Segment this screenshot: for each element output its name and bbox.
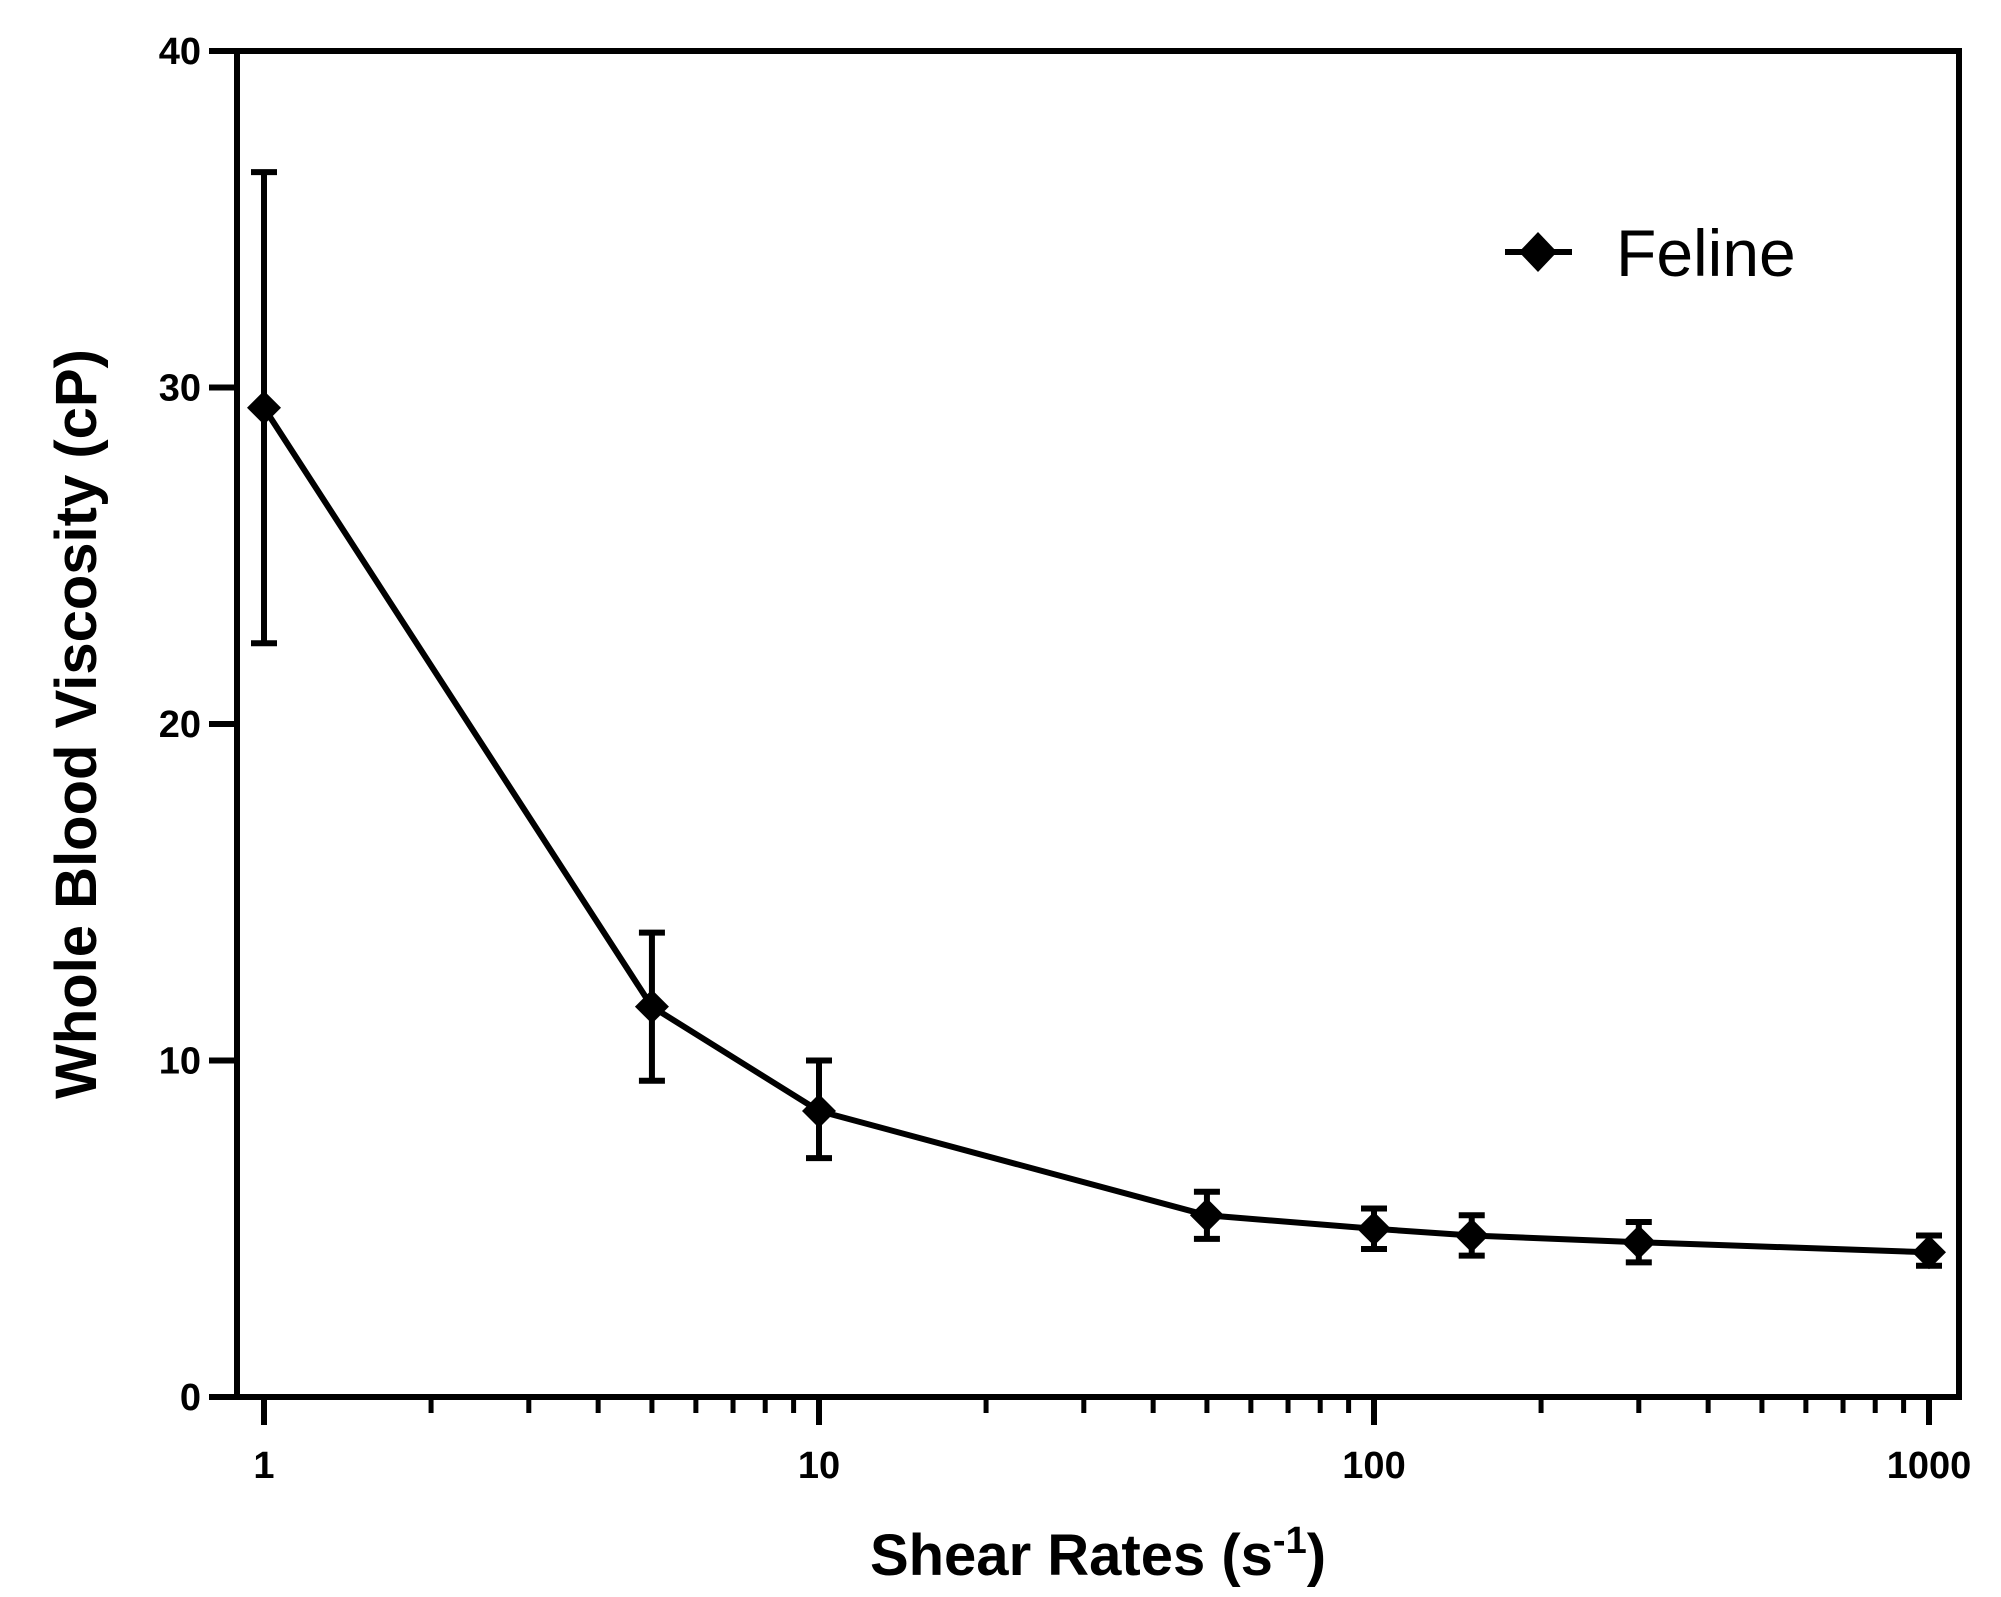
- legend-label: Feline: [1616, 216, 1796, 290]
- x-tick-label: 1: [253, 1445, 274, 1487]
- x-tick-label: 100: [1342, 1445, 1405, 1487]
- legend-diamond-icon: [1519, 232, 1557, 272]
- x-axis-title-main: Shear Rates (s: [870, 1523, 1273, 1588]
- data-point-diamond: [1912, 1235, 1946, 1270]
- data-point-diamond: [1454, 1218, 1489, 1253]
- series-layer: [247, 169, 1946, 1270]
- y-axis-title: Whole Blood Viscosity (cP): [44, 349, 109, 1099]
- x-axis-title-superscript: -1: [1273, 1520, 1307, 1562]
- data-point-diamond: [634, 989, 669, 1024]
- series-line: [261, 406, 1930, 1256]
- y-tick-label: 0: [180, 1377, 201, 1419]
- x-minor-ticks: [428, 1397, 1907, 1413]
- data-point-diamond: [1189, 1198, 1224, 1233]
- y-ticks: 0 10 20 30 40: [159, 31, 237, 1419]
- y-tick-label: 20: [159, 704, 201, 746]
- x-tick-label: 1000: [1887, 1445, 1972, 1487]
- x-major-ticks: 1 10 100 1000: [253, 1397, 1971, 1487]
- data-point-diamond: [1357, 1211, 1391, 1246]
- y-tick-label: 10: [159, 1041, 201, 1083]
- x-axis-title: Shear Rates (s-1): [870, 1520, 1326, 1588]
- y-tick-label: 40: [159, 31, 201, 73]
- x-tick-label: 10: [798, 1445, 840, 1487]
- legend: Feline: [1505, 216, 1796, 290]
- data-point-diamond: [1621, 1225, 1656, 1260]
- data-point-diamond: [802, 1093, 836, 1128]
- data-point-diamond: [247, 390, 281, 425]
- x-axis-title-suffix: ): [1307, 1523, 1326, 1588]
- y-tick-label: 30: [159, 368, 201, 410]
